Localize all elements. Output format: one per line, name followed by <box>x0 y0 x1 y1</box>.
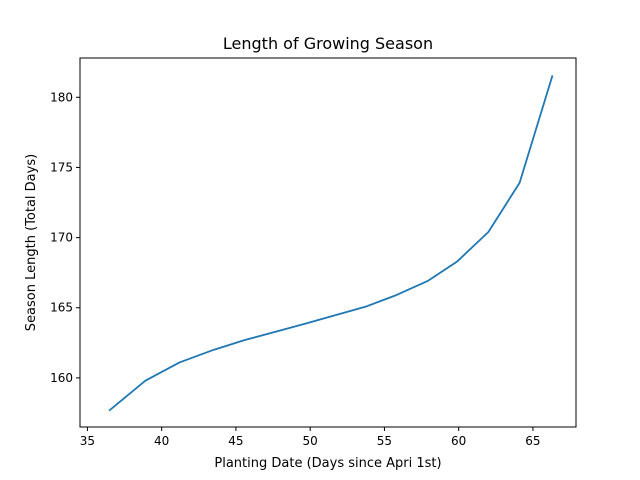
series-line <box>108 75 554 412</box>
y-axis-ticks: 160 165 170 175 180 <box>50 90 80 385</box>
x-tick-label: 45 <box>228 434 243 448</box>
y-tick-label: 175 <box>50 160 73 174</box>
x-tick-label: 55 <box>377 434 392 448</box>
x-tick-label: 35 <box>80 434 95 448</box>
y-tick-label: 170 <box>50 231 73 245</box>
x-axis-ticks: 35 40 45 50 55 60 65 <box>80 427 541 448</box>
x-axis-label: Planting Date (Days since Apri 1st) <box>214 456 441 471</box>
chart-title: Length of Growing Season <box>223 34 433 53</box>
y-tick-label: 165 <box>50 301 73 315</box>
plot-frame <box>79 57 577 428</box>
x-tick-label: 40 <box>154 434 169 448</box>
y-tick-label: 160 <box>50 371 73 385</box>
x-tick-label: 65 <box>525 434 540 448</box>
plot-area <box>80 58 576 427</box>
x-tick-label: 60 <box>451 434 466 448</box>
x-tick-label: 50 <box>303 434 318 448</box>
y-axis-label: Season Length (Total Days) <box>24 154 39 331</box>
y-tick-label: 180 <box>50 90 73 104</box>
